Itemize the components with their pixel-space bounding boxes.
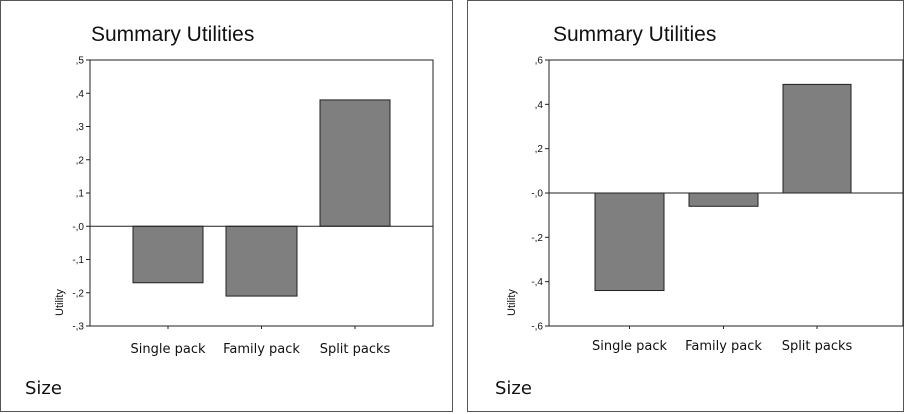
y-axis-label: Utility — [506, 289, 518, 316]
chart-panel-right: Summary Utilities -,6 -,4 -,2 -,0 ,2 ,4 ,6 Utili… — [467, 0, 904, 412]
chart-panel-left: Summary Utilities -,3 -,2 -,1 -,0 ,1 ,2 ,3 ,4 ,5 U… — [0, 0, 453, 412]
y-tick-label: -,0 — [531, 189, 543, 200]
bar — [319, 99, 391, 227]
chart-right: Summary Utilities -,6 -,4 -,2 -,0 ,2 ,4 ,6 Utili… — [506, 23, 904, 354]
bar — [688, 192, 759, 207]
bar — [225, 225, 298, 297]
y-tick-label: ,2 — [535, 144, 544, 155]
y-tick-label: ,4 — [535, 100, 544, 111]
x-tick-label: Family pack — [685, 339, 762, 354]
y-axis-label: Utility — [54, 289, 66, 316]
x-tick-label: Single pack — [131, 342, 206, 357]
x-tick-label: Split packs — [320, 342, 391, 357]
y-tick-label: ,2 — [76, 155, 85, 166]
x-tick-label: Split packs — [782, 339, 853, 354]
chart-title: Summary Utilities — [91, 23, 254, 46]
x-tick-label: Family pack — [223, 342, 300, 357]
x-tick-label: Single pack — [592, 339, 667, 354]
y-tick-label: -,6 — [531, 322, 543, 333]
y-tick-label: -,2 — [72, 288, 84, 299]
y-tick-label: -,4 — [531, 277, 543, 288]
bar — [594, 192, 665, 292]
y-tick-label: ,4 — [76, 89, 85, 100]
bar — [782, 83, 852, 194]
y-tick-label: -,1 — [72, 255, 84, 266]
footer-label: Size — [25, 378, 62, 399]
y-tick-label: -,0 — [72, 222, 84, 233]
y-tick-label: -,2 — [531, 233, 543, 244]
y-tick-label: ,3 — [76, 122, 85, 133]
y-tick-label: ,5 — [76, 56, 85, 67]
chart-title: Summary Utilities — [553, 23, 716, 46]
y-tick-label: ,6 — [535, 56, 544, 67]
y-tick-label: -,3 — [72, 322, 84, 333]
footer-label: Size — [495, 378, 532, 399]
y-tick-label: ,1 — [76, 189, 85, 200]
bar — [132, 225, 204, 284]
chart-left: Summary Utilities -,3 -,2 -,1 -,0 ,1 ,2 ,3 ,4 ,5 U… — [54, 23, 434, 357]
